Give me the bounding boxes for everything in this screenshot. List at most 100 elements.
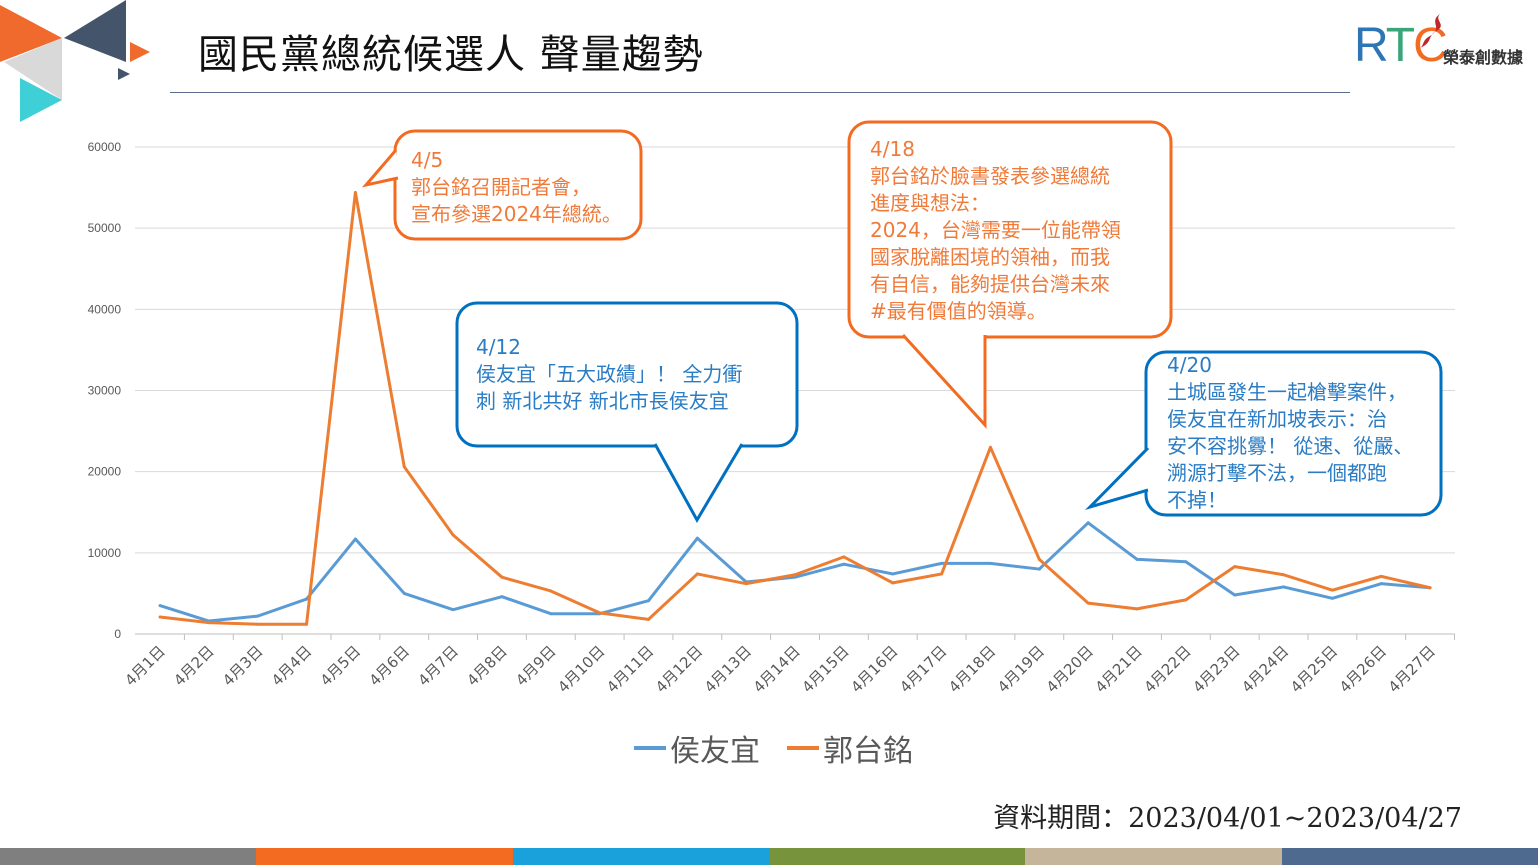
- x-tick-label: 4月11日: [603, 642, 657, 696]
- x-tick-label: 4月26日: [1336, 642, 1390, 696]
- small-navy-triangle: [118, 68, 130, 80]
- callout-line: 不掉！: [1167, 488, 1227, 512]
- line-chart: 0 10000 20000 30000 40000 50000 60000 4月1日 4月2日…: [88, 120, 1456, 696]
- data-point: [1379, 582, 1383, 586]
- x-tick-label: 4月10日: [554, 642, 608, 696]
- x-tick-label: 4月15日: [799, 642, 853, 696]
- x-tick-label: 4月6日: [366, 642, 413, 689]
- x-tick-label: 4月18日: [945, 642, 999, 696]
- x-tick-label: 4月20日: [1043, 642, 1097, 696]
- data-point: [1330, 596, 1334, 600]
- callout-line: 刺 新北共好 新北市長侯友宜: [476, 389, 729, 413]
- callout-4-12-tail-fill: [655, 444, 742, 520]
- callout-line: 侯友宜「五大政績」！ 全力衝: [476, 362, 743, 386]
- x-tick-label: 4月23日: [1189, 642, 1243, 696]
- y-tick-label: 20000: [88, 465, 122, 479]
- data-period: 資料期間：2023/04/01~2023/04/27: [993, 803, 1462, 834]
- data-point: [207, 621, 211, 625]
- bottom-color-bar: [0, 848, 1538, 865]
- bottom-bar-segment: [0, 848, 257, 865]
- data-point: [695, 572, 699, 576]
- callout-4-20-tail: [1084, 446, 1150, 511]
- logo-subtext: 榮泰創數據: [1443, 48, 1524, 67]
- callout-4-18-tail: [901, 333, 987, 429]
- data-point: [940, 572, 944, 576]
- callout-line: 安不容挑釁！ 從速、從嚴、: [1167, 434, 1414, 458]
- data-point: [647, 617, 650, 621]
- callout-line: 4/18: [870, 137, 915, 161]
- data-point: [1428, 586, 1432, 590]
- data-point: [940, 561, 944, 565]
- data-point: [598, 611, 602, 615]
- flame-logo-icon: [1420, 14, 1441, 48]
- x-tick-label: 4月14日: [750, 642, 804, 696]
- y-tick-label: 30000: [88, 384, 122, 398]
- corner-decoration: [0, 0, 150, 122]
- y-tick-label: 40000: [88, 302, 122, 316]
- data-point: [1282, 585, 1286, 589]
- x-tick-label: 4月1日: [121, 642, 168, 689]
- callout-line: 溯源打擊不法，一個都跑: [1167, 461, 1387, 485]
- data-point: [842, 555, 846, 559]
- x-tick-label: 4月17日: [896, 642, 950, 696]
- data-point: [402, 465, 406, 469]
- x-tick-label: 4月4日: [268, 642, 315, 689]
- callout-line: 宣布參選2024年總統。: [411, 202, 622, 226]
- data-point: [549, 612, 553, 616]
- callout-4-5-box: [393, 129, 643, 241]
- bottom-bar-segment: [1281, 848, 1538, 865]
- y-tick-label: 50000: [88, 221, 122, 235]
- data-point: [1135, 557, 1139, 561]
- callout-line: 有自信，能夠提供台灣未來: [870, 272, 1110, 296]
- data-point: [695, 536, 699, 540]
- callout-line: 4/20: [1167, 353, 1212, 377]
- data-point: [1282, 573, 1286, 577]
- x-tick-label: 4月16日: [847, 642, 901, 696]
- title-divider: [170, 92, 1350, 93]
- callout-line: 4/5: [411, 148, 444, 172]
- orange-triangle: [0, 5, 62, 62]
- data-point: [793, 573, 797, 577]
- data-point: [1379, 574, 1383, 578]
- data-point: [1086, 601, 1090, 605]
- data-point: [1233, 593, 1237, 597]
- callout-line: #最有價值的領導。: [870, 299, 1047, 323]
- bottom-bar-segment: [768, 848, 1026, 865]
- data-point: [305, 622, 309, 626]
- data-point: [1037, 557, 1041, 561]
- callout-4-12: 4/12 侯友宜「五大政績」！ 全力衝刺 新北共好 新北市長侯友宜: [476, 334, 742, 415]
- legend-item-guo: 郭台銘: [787, 726, 913, 770]
- gray-triangle: [4, 38, 62, 100]
- x-tick-label: 4月8日: [463, 642, 510, 689]
- legend-item-hou: 侯友宜: [634, 726, 760, 770]
- callout-4-12-tail: [653, 443, 744, 524]
- x-tick-label: 4月2日: [170, 642, 217, 689]
- x-tick-label: 4月24日: [1238, 642, 1292, 696]
- navy-triangle: [64, 0, 126, 62]
- x-tick-label: 4月5日: [317, 642, 364, 689]
- data-point: [256, 622, 260, 626]
- data-point: [842, 562, 846, 566]
- data-point: [402, 591, 406, 595]
- y-tick-label: 10000: [88, 546, 122, 560]
- x-tick-label: 4月9日: [512, 642, 559, 689]
- callout-4-18-box: [847, 120, 1173, 339]
- data-point: [305, 597, 309, 601]
- small-orange-triangle: [130, 42, 150, 62]
- data-point: [451, 608, 455, 612]
- data-point: [744, 582, 748, 586]
- x-tick-label: 4月25日: [1287, 642, 1341, 696]
- data-point: [1135, 607, 1139, 611]
- data-point: [891, 581, 895, 585]
- data-point: [647, 599, 650, 603]
- callout-4-18: 4/18 郭台銘於臉書發表參選總統 進度與想法： 2024，台灣需要一位能帶領 國家脫離…: [870, 136, 1121, 325]
- rtc-logo: RTC: [1354, 19, 1448, 72]
- data-point: [451, 533, 455, 537]
- x-tick-label: 4月3日: [219, 642, 266, 689]
- legend-swatch-orange: [787, 746, 819, 750]
- x-tick-label: 4月12日: [652, 642, 706, 696]
- bottom-bar-segment: [256, 848, 513, 865]
- page-title: 國民黨總統候選人 聲量趨勢: [198, 32, 704, 78]
- y-tick-label: 0: [114, 627, 121, 641]
- callout-line: 進度與想法：: [870, 191, 990, 215]
